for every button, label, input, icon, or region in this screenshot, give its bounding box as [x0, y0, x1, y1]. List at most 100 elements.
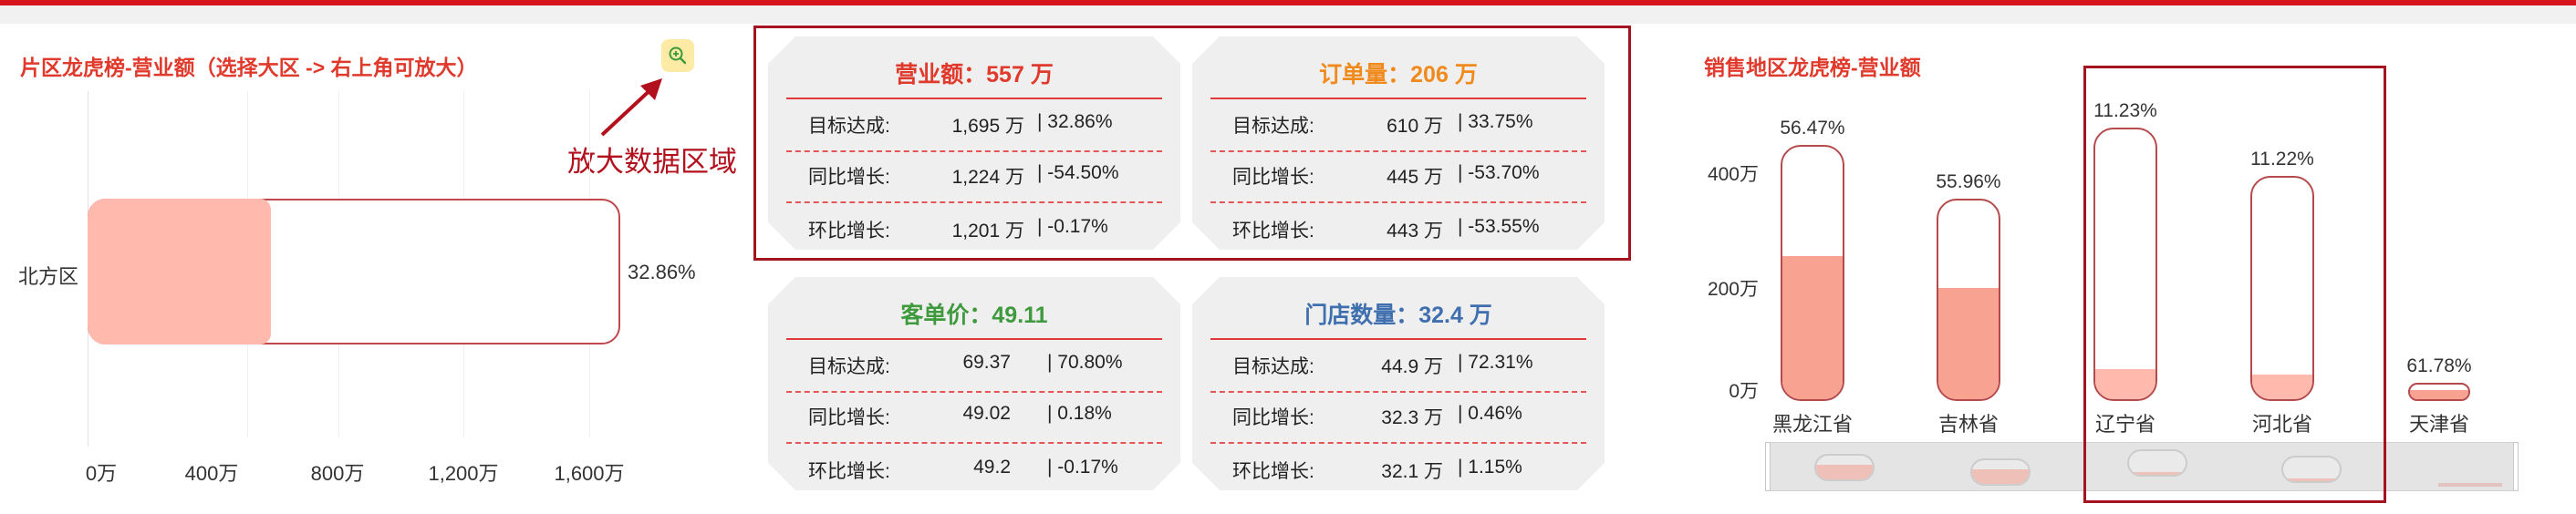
x-tick-label: 800万: [310, 462, 365, 485]
province-label: 黑龙江省: [1771, 413, 1854, 436]
kpi-row-label: 环比增长:: [808, 461, 890, 482]
card-row-divider: [1210, 150, 1586, 152]
kpi-row-value: 1,201 万: [951, 221, 1024, 242]
slider-handle-left[interactable]: [1765, 442, 1771, 491]
kpi-card-title: 订单量：206 万: [1319, 62, 1478, 87]
right-panel-title: 销售地区龙虎榜-营业额: [1704, 56, 1921, 79]
province-label: 辽宁省: [2094, 413, 2156, 436]
card-divider: [1210, 338, 1586, 340]
province-target-bar[interactable]: [1781, 144, 1844, 401]
kpi-row-percent: | -0.17%: [1037, 216, 1108, 237]
highlight-box-top-cards: [753, 26, 1631, 261]
top-accent-bar: [0, 0, 2576, 5]
kpi-row-value: 610 万: [1387, 116, 1443, 137]
x-tick-label: 400万: [184, 462, 239, 485]
kpi-row-percent: | -53.70%: [1458, 162, 1540, 183]
slider-preview-bar: [1814, 454, 1875, 481]
province-actual-fill: [1782, 256, 1843, 399]
kpi-row-label: 环比增长:: [1232, 461, 1314, 482]
kpi-row-label: 同比增长:: [1232, 167, 1314, 188]
kpi-row-label: 环比增长:: [1232, 221, 1314, 242]
province-label: 吉林省: [1937, 413, 2000, 436]
x-tick-label: 0万: [85, 462, 118, 485]
province-percent-label: 56.47%: [1780, 117, 1845, 139]
kpi-row-percent: | 72.31%: [1458, 352, 1533, 373]
card-row-divider: [1210, 442, 1586, 444]
kpi-card: 订单量：206 万目标达成: 610 万 | 33.75% 同比增长: 445 万 | -…: [1192, 36, 1605, 250]
province-percent-label: 11.23%: [2093, 100, 2157, 121]
kpi-row-value: 32.1 万: [1381, 461, 1443, 482]
kpi-row-percent: | 32.86%: [1037, 111, 1113, 132]
y-tick-label: 0万: [1729, 381, 1759, 402]
kpi-row-value: 49.2: [973, 457, 1011, 478]
left-panel-title: 片区龙虎榜-营业额（选择大区 -> 右上角可放大）: [20, 56, 478, 79]
card-row-divider: [786, 391, 1162, 393]
kpi-row-label: 目标达成:: [1232, 356, 1314, 377]
bar-percent-label: 32.86%: [628, 261, 696, 283]
province-target-bar[interactable]: [1937, 199, 2000, 401]
kpi-card-title: 客单价：49.11: [900, 303, 1048, 328]
kpi-row-label: 同比增长:: [808, 167, 890, 188]
kpi-row-value: 443 万: [1387, 221, 1443, 242]
kpi-row-label: 环比增长:: [808, 221, 890, 242]
province-actual-fill: [2252, 374, 2312, 399]
kpi-row-value: 44.9 万: [1381, 356, 1443, 377]
province-percent-label: 11.22%: [2250, 149, 2314, 170]
kpi-row-value: 1,695 万: [951, 116, 1024, 137]
province-target-bar[interactable]: [2250, 176, 2314, 401]
kpi-card: 客单价：49.11 目标达成: 69.37 | 70.80% 同比增长: 49.02 | 0…: [768, 277, 1180, 490]
slider-handle-right[interactable]: [2513, 442, 2519, 491]
kpi-row-value: 445 万: [1387, 167, 1443, 188]
x-tick-label: 1,200万: [428, 462, 499, 485]
card-row-divider: [786, 201, 1162, 203]
province-label: 河北省: [2251, 413, 2313, 436]
slider-preview-bar: [2127, 449, 2187, 477]
card-row-divider: [1210, 201, 1586, 203]
y-tick-label: 200万: [1707, 279, 1759, 300]
kpi-row-value: 1,224 万: [951, 167, 1024, 188]
kpi-row-label: 同比增长:: [808, 407, 890, 428]
kpi-row-percent: | 70.80%: [1047, 352, 1123, 373]
kpi-row-label: 目标达成:: [808, 116, 890, 137]
annotation-arrow: [600, 78, 662, 137]
province-actual-fill: [2095, 368, 2155, 399]
slider-preview-bar: [2281, 456, 2342, 483]
kpi-card-title: 门店数量：32.4 万: [1304, 303, 1492, 328]
x-tick-label: 1,600万: [554, 462, 625, 485]
kpi-row-percent: | 0.18%: [1047, 403, 1112, 424]
province-target-bar[interactable]: [2093, 128, 2157, 401]
kpi-row-label: 目标达成:: [1232, 116, 1314, 137]
top-strip: [0, 5, 2576, 24]
kpi-card: 营业额：557 万目标达成: 1,695 万 | 32.86% 同比增长: 1,224 …: [768, 36, 1180, 250]
kpi-row-label: 同比增长:: [1232, 407, 1314, 428]
province-percent-label: 61.78%: [2406, 355, 2472, 376]
card-divider: [786, 338, 1162, 340]
kpi-row-percent: | -53.55%: [1458, 216, 1540, 237]
actual-bar-fill[interactable]: [88, 199, 271, 344]
kpi-row-value: 49.02: [962, 403, 1011, 424]
kpi-row-percent: | -0.17%: [1047, 457, 1118, 478]
kpi-row-value: 32.3 万: [1381, 407, 1443, 428]
kpi-row-label: 目标达成:: [808, 356, 890, 377]
zoom-button[interactable]: [661, 39, 694, 72]
category-label: 北方区: [18, 265, 79, 288]
kpi-row-percent: | 33.75%: [1458, 111, 1533, 132]
province-label: 天津省: [2408, 413, 2470, 436]
card-row-divider: [786, 442, 1162, 444]
y-tick-label: 400万: [1707, 164, 1759, 185]
kpi-row-percent: | 0.46%: [1458, 403, 1522, 424]
zoom-annotation: 放大数据区域: [567, 146, 737, 178]
province-actual-fill: [2410, 390, 2468, 399]
card-divider: [1210, 98, 1586, 99]
kpi-row-percent: | 1.15%: [1458, 457, 1522, 478]
slider-preview-bar: [2438, 483, 2502, 487]
kpi-row-percent: | -54.50%: [1037, 162, 1119, 183]
kpi-card: 门店数量：32.4 万目标达成: 44.9 万 | 72.31% 同比增长: 32.3 …: [1192, 277, 1605, 490]
province-actual-fill: [1938, 288, 1999, 399]
zoom-in-icon: [669, 46, 687, 65]
kpi-card-title: 营业额：557 万: [895, 62, 1054, 87]
province-target-bar[interactable]: [2408, 383, 2470, 401]
highlight-box-provinces: [2083, 66, 2386, 503]
card-divider: [786, 98, 1162, 99]
card-row-divider: [1210, 391, 1586, 393]
